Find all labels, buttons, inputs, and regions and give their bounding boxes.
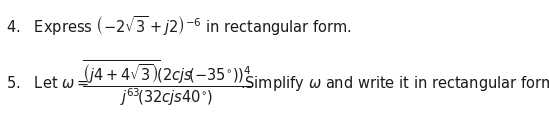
Text: $\dfrac{\overline{\left(j4+4\sqrt{3}\right)}\!\left(2\mathit{cjs}\!\left(-35^{\c: $\dfrac{\overline{\left(j4+4\sqrt{3}\rig… bbox=[82, 58, 253, 107]
Text: 4.   Express $\left(-2\sqrt{3}+j2\right)^{-6}$ in rectangular form.: 4. Express $\left(-2\sqrt{3}+j2\right)^{… bbox=[6, 14, 352, 38]
Text: 5.   Let $\omega=$: 5. Let $\omega=$ bbox=[6, 75, 89, 90]
Text: .Simplify $\omega$ and write it in rectangular form.: .Simplify $\omega$ and write it in recta… bbox=[240, 73, 549, 92]
